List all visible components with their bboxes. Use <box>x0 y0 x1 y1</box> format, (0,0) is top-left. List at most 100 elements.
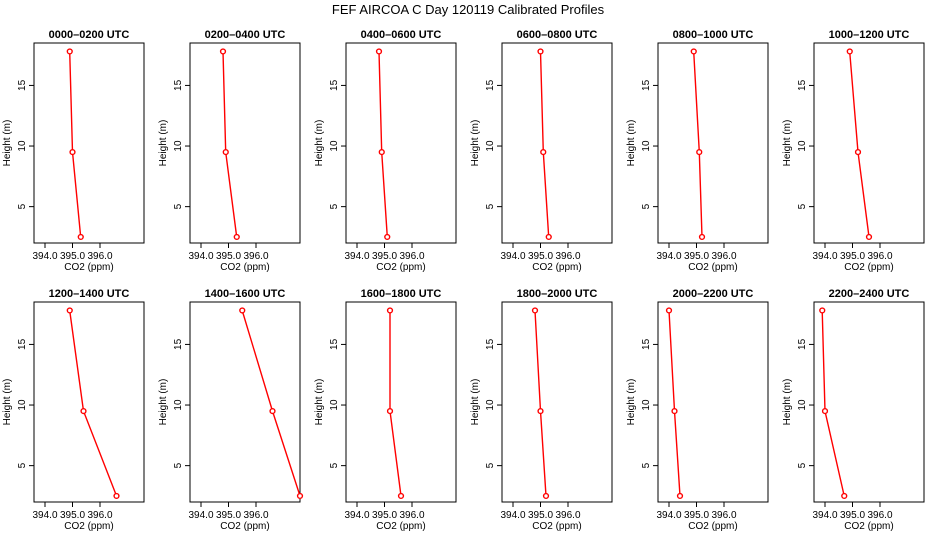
profile-point <box>671 407 678 415</box>
profile-point <box>296 492 304 500</box>
y-axis-label: Height (m) <box>158 120 169 167</box>
x-tick-label: 396.0 <box>243 510 268 521</box>
figure-title: FEF AIRCOA C Day 120119 Calibrated Profi… <box>332 2 605 17</box>
y-tick-label: 5 <box>329 462 340 468</box>
profile-point <box>233 233 240 241</box>
y-tick-label: 10 <box>797 140 808 152</box>
profile-point <box>696 148 703 156</box>
profile-line <box>668 310 681 496</box>
x-tick-label: 396.0 <box>867 510 892 521</box>
profile-panel: 0600–0800 UTC 394.0 395.0 396.0 5 10 15 CO2 (pp… <box>470 29 613 273</box>
y-tick-label: 5 <box>797 462 808 468</box>
panel-title: 1000–1200 UTC <box>829 29 910 41</box>
y-tick-label: 15 <box>17 79 28 91</box>
y-axis-label: Height (m) <box>626 120 637 167</box>
x-axis-label: CO2 (ppm) <box>376 262 425 273</box>
profile-line <box>849 51 870 237</box>
panel-title: 0400–0600 UTC <box>361 29 442 41</box>
x-axis-label: CO2 (ppm) <box>64 262 113 273</box>
panel-title: 1600–1800 UTC <box>361 288 442 300</box>
x-tick-label: 395.0 <box>372 510 397 521</box>
x-tick-label: 396.0 <box>711 510 736 521</box>
y-tick-label: 10 <box>173 140 184 152</box>
plot-frame <box>657 42 769 244</box>
profile-point <box>375 48 383 55</box>
profile-line <box>821 310 845 497</box>
x-tick-label: 395.0 <box>60 251 85 262</box>
y-tick-label: 5 <box>641 203 652 209</box>
profile-panel: 2200–2400 UTC 394.0 395.0 396.0 5 10 15 CO2 (pp… <box>782 288 925 532</box>
profile-point <box>384 233 391 241</box>
x-tick-label: 395.0 <box>684 510 709 521</box>
y-tick-label: 15 <box>173 79 184 91</box>
panel-title: 0000–0200 UTC <box>49 29 130 41</box>
plot-frame <box>813 301 925 503</box>
y-tick-label: 15 <box>173 338 184 350</box>
x-tick-label: 394.0 <box>656 510 681 521</box>
profile-point <box>846 48 853 55</box>
y-tick-label: 5 <box>173 203 184 209</box>
x-tick-label: 395.0 <box>372 251 397 262</box>
x-tick-label: 395.0 <box>216 251 241 262</box>
x-tick-label: 394.0 <box>812 510 837 521</box>
panel-title: 0800–1000 UTC <box>673 29 754 41</box>
profile-point <box>698 233 706 241</box>
x-tick-label: 394.0 <box>500 510 525 521</box>
x-tick-label: 394.0 <box>188 251 213 262</box>
y-tick-label: 10 <box>485 140 496 152</box>
x-tick-label: 396.0 <box>399 510 424 521</box>
y-tick-label: 10 <box>641 399 652 411</box>
y-tick-label: 15 <box>641 79 652 91</box>
x-axis-label: CO2 (ppm) <box>688 262 737 273</box>
y-tick-label: 5 <box>797 203 808 209</box>
profile-point <box>841 492 848 500</box>
y-tick-label: 10 <box>797 399 808 411</box>
x-tick-label: 395.0 <box>840 510 865 521</box>
x-tick-label: 396.0 <box>87 251 112 262</box>
y-axis-label: Height (m) <box>782 120 793 167</box>
profile-point <box>386 407 394 415</box>
panel-title: 1400–1600 UTC <box>205 288 286 300</box>
y-tick-label: 5 <box>485 203 496 209</box>
profile-point <box>378 148 385 156</box>
y-tick-label: 10 <box>329 140 340 152</box>
y-tick-label: 10 <box>641 140 652 152</box>
panel-title: 0200–0400 UTC <box>205 29 286 41</box>
profile-point <box>239 307 246 314</box>
y-axis-label: Height (m) <box>470 379 481 426</box>
profile-panel: 0800–1000 UTC 394.0 395.0 396.0 5 10 15 CO2 (pp… <box>626 29 769 273</box>
profile-panel: 1000–1200 UTC 394.0 395.0 396.0 5 10 15 CO2 (pp… <box>782 29 925 273</box>
profile-point <box>531 307 539 314</box>
profile-panel: 1200–1400 UTC 394.0 395.0 396.0 5 10 15 CO2 (pp… <box>2 288 145 532</box>
plot-frame <box>813 42 925 244</box>
y-tick-label: 10 <box>17 399 28 411</box>
y-tick-label: 5 <box>17 203 28 209</box>
x-axis-label: CO2 (ppm) <box>844 262 893 273</box>
profile-point <box>665 307 673 314</box>
y-tick-label: 5 <box>641 462 652 468</box>
y-tick-label: 10 <box>173 399 184 411</box>
panel-title: 1800–2000 UTC <box>517 288 598 300</box>
profile-panel: 1400–1600 UTC 394.0 395.0 396.0 5 10 15 CO2 (pp… <box>158 288 304 532</box>
profile-point <box>80 407 87 415</box>
x-tick-label: 395.0 <box>216 510 241 521</box>
x-tick-label: 396.0 <box>555 251 580 262</box>
profile-line <box>389 310 402 496</box>
profile-line <box>69 51 82 237</box>
profile-panel: 0400–0600 UTC 394.0 395.0 396.0 5 10 15 CO2 (pp… <box>314 29 457 273</box>
x-tick-label: 394.0 <box>500 251 525 262</box>
profile-point <box>397 492 405 500</box>
profile-point <box>821 407 829 415</box>
y-tick-label: 10 <box>329 399 340 411</box>
profile-point <box>676 492 684 500</box>
plot-frame <box>189 42 301 244</box>
profile-point <box>269 407 276 415</box>
panel-title: 0600–0800 UTC <box>517 29 598 41</box>
x-axis-label: CO2 (ppm) <box>532 262 581 273</box>
plot-frame <box>501 301 613 503</box>
y-axis-label: Height (m) <box>314 120 325 167</box>
y-tick-label: 10 <box>485 399 496 411</box>
x-tick-label: 395.0 <box>528 251 553 262</box>
